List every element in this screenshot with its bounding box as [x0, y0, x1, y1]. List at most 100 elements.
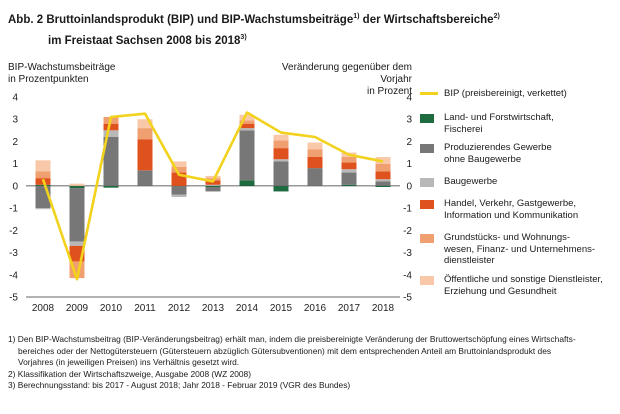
y-tick-label-left: 0 [12, 181, 18, 192]
title-line-1: Abb. 2 Bruttoinlandsprodukt (BIP) und BI… [8, 13, 500, 26]
bar-segment-2011-s1 [137, 170, 153, 186]
x-tick-label: 2012 [168, 303, 191, 314]
footnote-1-cont-b: Vorjahres (in jeweiligen Preisen) ins Ve… [18, 357, 240, 367]
footnote-2: 2) Klassifikation der Wirtschaftszweige,… [8, 368, 251, 379]
legend-label-agriculture: Land- und Forstwirtschaft, Fischerei [444, 112, 554, 135]
y-tick-label-right: 1 [406, 159, 412, 170]
bar-segment-2014-s0 [239, 180, 255, 186]
bar-segment-2014-s3 [239, 123, 255, 129]
legend-label-trade: Handel, Verkehr, Gastgewerbe, Informatio… [444, 198, 579, 221]
title-line-2: im Freistaat Sachsen 2008 bis 20183) [48, 33, 247, 47]
x-tick-label: 2018 [372, 303, 395, 314]
x-tick-label: 2015 [270, 303, 293, 314]
bar-segment-2018-s3 [375, 171, 391, 180]
bar-segment-2010-s1 [103, 137, 119, 186]
chart-title: Abb. 2 Bruttoinlandsprodukt (BIP) und BI… [8, 8, 500, 50]
legend-label-industry: Produzierendes Gewerbe ohne Baugewerbe [444, 142, 552, 165]
bar-segment-2010-s0 [103, 185, 119, 188]
bar-segment-2013-s0 [205, 185, 221, 187]
legend-label-bip: BIP (preisbereinigt, verkettet) [444, 88, 567, 99]
legend-swatch-agriculture [420, 114, 434, 123]
bar-segment-2012-s4 [171, 167, 187, 173]
bar-segment-2015-s3 [273, 148, 289, 160]
bar-segment-2012-s1 [171, 185, 187, 195]
bar-segment-2014-s4 [239, 120, 255, 124]
bar-segment-2017-s2 [341, 169, 357, 173]
x-tick-label: 2011 [134, 303, 156, 314]
bar-segment-2016-s1 [307, 168, 323, 186]
legend-swatch-bip [420, 92, 438, 95]
bar-segment-2013-s1 [205, 187, 221, 192]
bar-segment-2017-s3 [341, 162, 357, 170]
bar-segment-2009-s1 [69, 188, 85, 242]
x-tick-label: 2014 [236, 303, 259, 314]
bar-segment-2008-s4 [35, 171, 51, 179]
bar-segment-2009-s2 [69, 241, 85, 246]
bar-segment-2010-s3 [103, 123, 119, 131]
x-tick-label: 2013 [202, 303, 225, 314]
bar-segment-2009-s5 [69, 183, 85, 186]
bar-segment-2012-s5 [171, 161, 187, 167]
footnote-1-cont-a: bereiches oder der Nettogütersteuern (Gü… [18, 345, 552, 356]
chart-canvas: -5 -5 -4 -4 -3 -3 -2 -2 -1 -1 0 0 1 1 2 2 3 3 4 4 2008 2009 20… [9, 93, 412, 315]
bar-segment-2018-s4 [375, 163, 391, 172]
bar-segment-2017-s0 [341, 184, 357, 186]
bar-segment-2013-s5 [205, 175, 221, 179]
y-tick-label-right: -3 [403, 248, 412, 259]
bar-segment-2011-s4 [137, 128, 153, 140]
y-tick-label-right: -2 [403, 226, 412, 237]
x-tick-label: 2009 [66, 303, 89, 314]
bar-segment-2016-s4 [307, 149, 323, 157]
x-tick-label: 2008 [32, 303, 55, 314]
y-tick-label-right: 4 [406, 93, 412, 104]
legend-label-construction: Baugewerbe [444, 176, 498, 187]
legend-swatch-trade [420, 200, 434, 209]
left-axis-label: BIP-Wachstumsbeiträge in Prozentpunkten [8, 62, 116, 85]
legend-swatch-industry [420, 144, 434, 153]
bar-segment-2010-s2 [103, 130, 119, 137]
bar-segment-2014-s2 [239, 128, 255, 131]
y-tick-label-left: -1 [9, 204, 18, 215]
x-tick-label: 2010 [100, 303, 123, 314]
bar-segment-2011-s3 [137, 139, 153, 171]
y-tick-label-right: -5 [403, 293, 412, 304]
y-tick-label-left: -2 [9, 226, 18, 237]
x-tick-label: 2017 [338, 303, 361, 314]
bar-segment-2018-s0 [375, 185, 391, 187]
y-tick-label-left: -3 [9, 248, 18, 259]
bar-segment-2017-s4 [341, 157, 357, 163]
bip-line [41, 111, 384, 281]
bar-segment-2013-s2 [205, 184, 221, 186]
y-tick-label-right: -1 [403, 204, 412, 215]
bar-segment-2008-s5 [35, 160, 51, 172]
bar-segment-2018-s1 [375, 181, 391, 186]
bar-segment-2017-s1 [341, 172, 357, 185]
y-tick-label-left: -5 [9, 293, 18, 304]
bar-segment-2016-s3 [307, 157, 323, 169]
y-tick-label-right: 0 [406, 181, 412, 192]
x-tick-label: 2016 [304, 303, 327, 314]
legend-swatch-real-estate [420, 234, 434, 243]
y-tick-label-left: 2 [12, 137, 18, 148]
bar-segment-2015-s0 [273, 185, 289, 192]
bar-segment-2008-s0 [35, 184, 51, 186]
bar-segment-2018-s2 [375, 179, 391, 182]
bar-segment-2008-s2 [35, 208, 51, 210]
bar-segment-2011-s5 [137, 119, 153, 129]
bar-segment-2015-s1 [273, 161, 289, 186]
footnote-3: 3) Berechnungsstand: bis 2017 - August 2… [8, 380, 351, 390]
legend-swatch-public-services [420, 276, 434, 285]
legend-swatch-construction [420, 178, 434, 187]
bar-segment-2012-s2 [171, 194, 187, 197]
bar-segment-2015-s2 [273, 159, 289, 162]
bar-segment-2014-s1 [239, 130, 255, 181]
right-axis-label: Veränderung gegenüber dem Vorjahr in Pro… [281, 62, 412, 97]
bar-segment-2014-s5 [239, 114, 255, 121]
bar-segment-2015-s4 [273, 140, 289, 149]
footnote-1: 1) Den BIP-Wachstumsbeitrag (BIP-Verände… [8, 334, 576, 344]
bar-segment-2016-s5 [307, 142, 323, 150]
y-tick-label-left: -4 [9, 270, 18, 281]
y-tick-label-left: 3 [12, 115, 18, 126]
y-tick-label-right: -4 [403, 270, 412, 281]
bar-segment-2015-s5 [273, 134, 289, 141]
